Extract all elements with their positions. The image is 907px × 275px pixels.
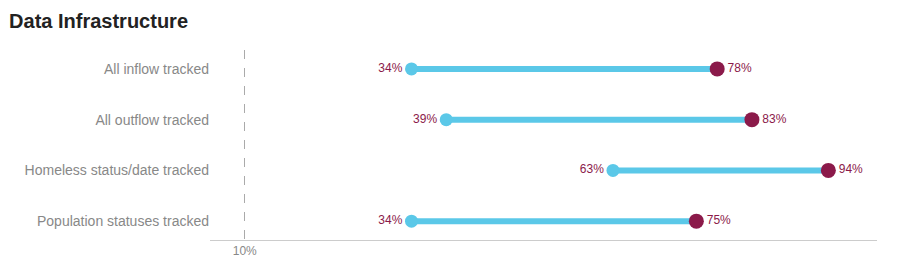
svg-text:94%: 94% bbox=[839, 162, 863, 176]
svg-text:Homeless status/date tracked: Homeless status/date tracked bbox=[25, 162, 209, 178]
svg-text:78%: 78% bbox=[728, 61, 752, 75]
svg-text:All outflow tracked: All outflow tracked bbox=[95, 112, 209, 128]
svg-text:Data Infrastructure: Data Infrastructure bbox=[9, 10, 188, 32]
svg-text:Population statuses tracked: Population statuses tracked bbox=[37, 213, 209, 229]
svg-text:75%: 75% bbox=[707, 213, 731, 227]
svg-text:34%: 34% bbox=[378, 61, 402, 75]
svg-text:83%: 83% bbox=[762, 112, 786, 126]
svg-text:34%: 34% bbox=[378, 213, 402, 227]
svg-text:39%: 39% bbox=[413, 112, 437, 126]
svg-text:10%: 10% bbox=[233, 244, 257, 258]
svg-text:All inflow tracked: All inflow tracked bbox=[104, 61, 209, 77]
svg-text:63%: 63% bbox=[580, 162, 604, 176]
